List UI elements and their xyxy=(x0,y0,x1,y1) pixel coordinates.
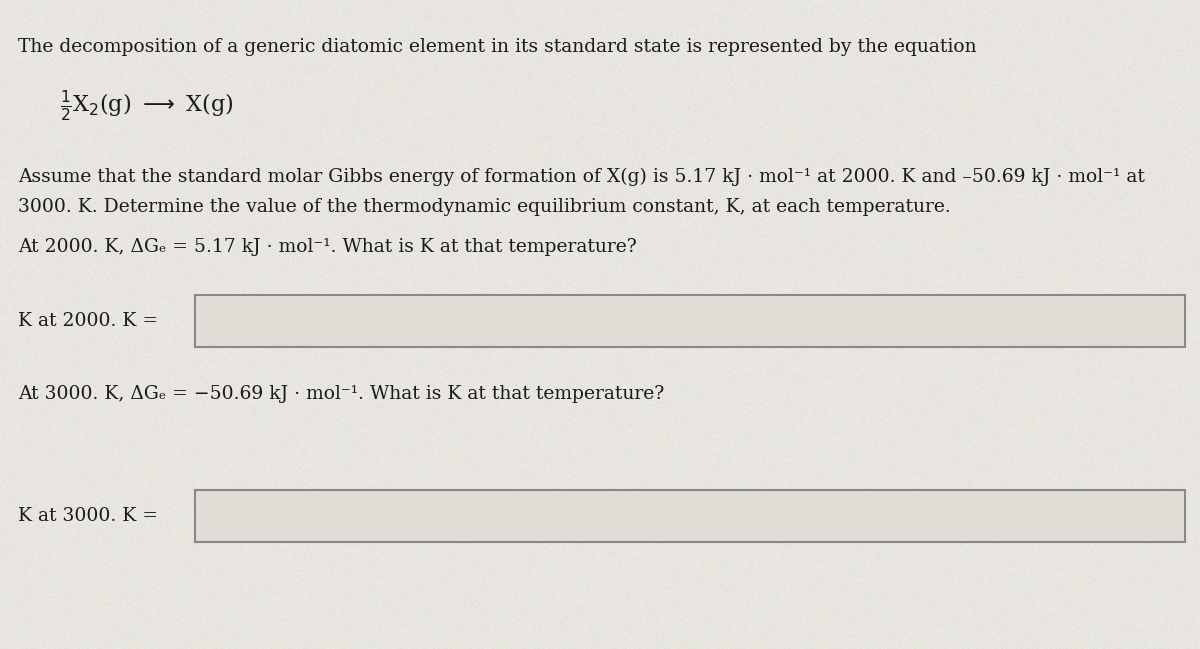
Text: K at 2000. K =: K at 2000. K = xyxy=(18,312,158,330)
Text: Assume that the standard molar Gibbs energy of formation of X(g) is 5.17 kJ · mo: Assume that the standard molar Gibbs ene… xyxy=(18,168,1145,186)
Text: $\frac{1}{2}$X$_2$(g) $\longrightarrow$ X(g): $\frac{1}{2}$X$_2$(g) $\longrightarrow$ … xyxy=(60,88,233,123)
Text: At 2000. K, ΔGₑ = 5.17 kJ · mol⁻¹. What is K at that temperature?: At 2000. K, ΔGₑ = 5.17 kJ · mol⁻¹. What … xyxy=(18,238,637,256)
FancyBboxPatch shape xyxy=(194,490,1186,542)
Text: At 3000. K, ΔGₑ = −50.69 kJ · mol⁻¹. What is K at that temperature?: At 3000. K, ΔGₑ = −50.69 kJ · mol⁻¹. Wha… xyxy=(18,385,665,403)
Text: K at 3000. K =: K at 3000. K = xyxy=(18,507,158,525)
Text: 3000. K. Determine the value of the thermodynamic equilibrium constant, K, at ea: 3000. K. Determine the value of the ther… xyxy=(18,198,950,216)
Text: The decomposition of a generic diatomic element in its standard state is represe: The decomposition of a generic diatomic … xyxy=(18,38,977,56)
FancyBboxPatch shape xyxy=(194,295,1186,347)
